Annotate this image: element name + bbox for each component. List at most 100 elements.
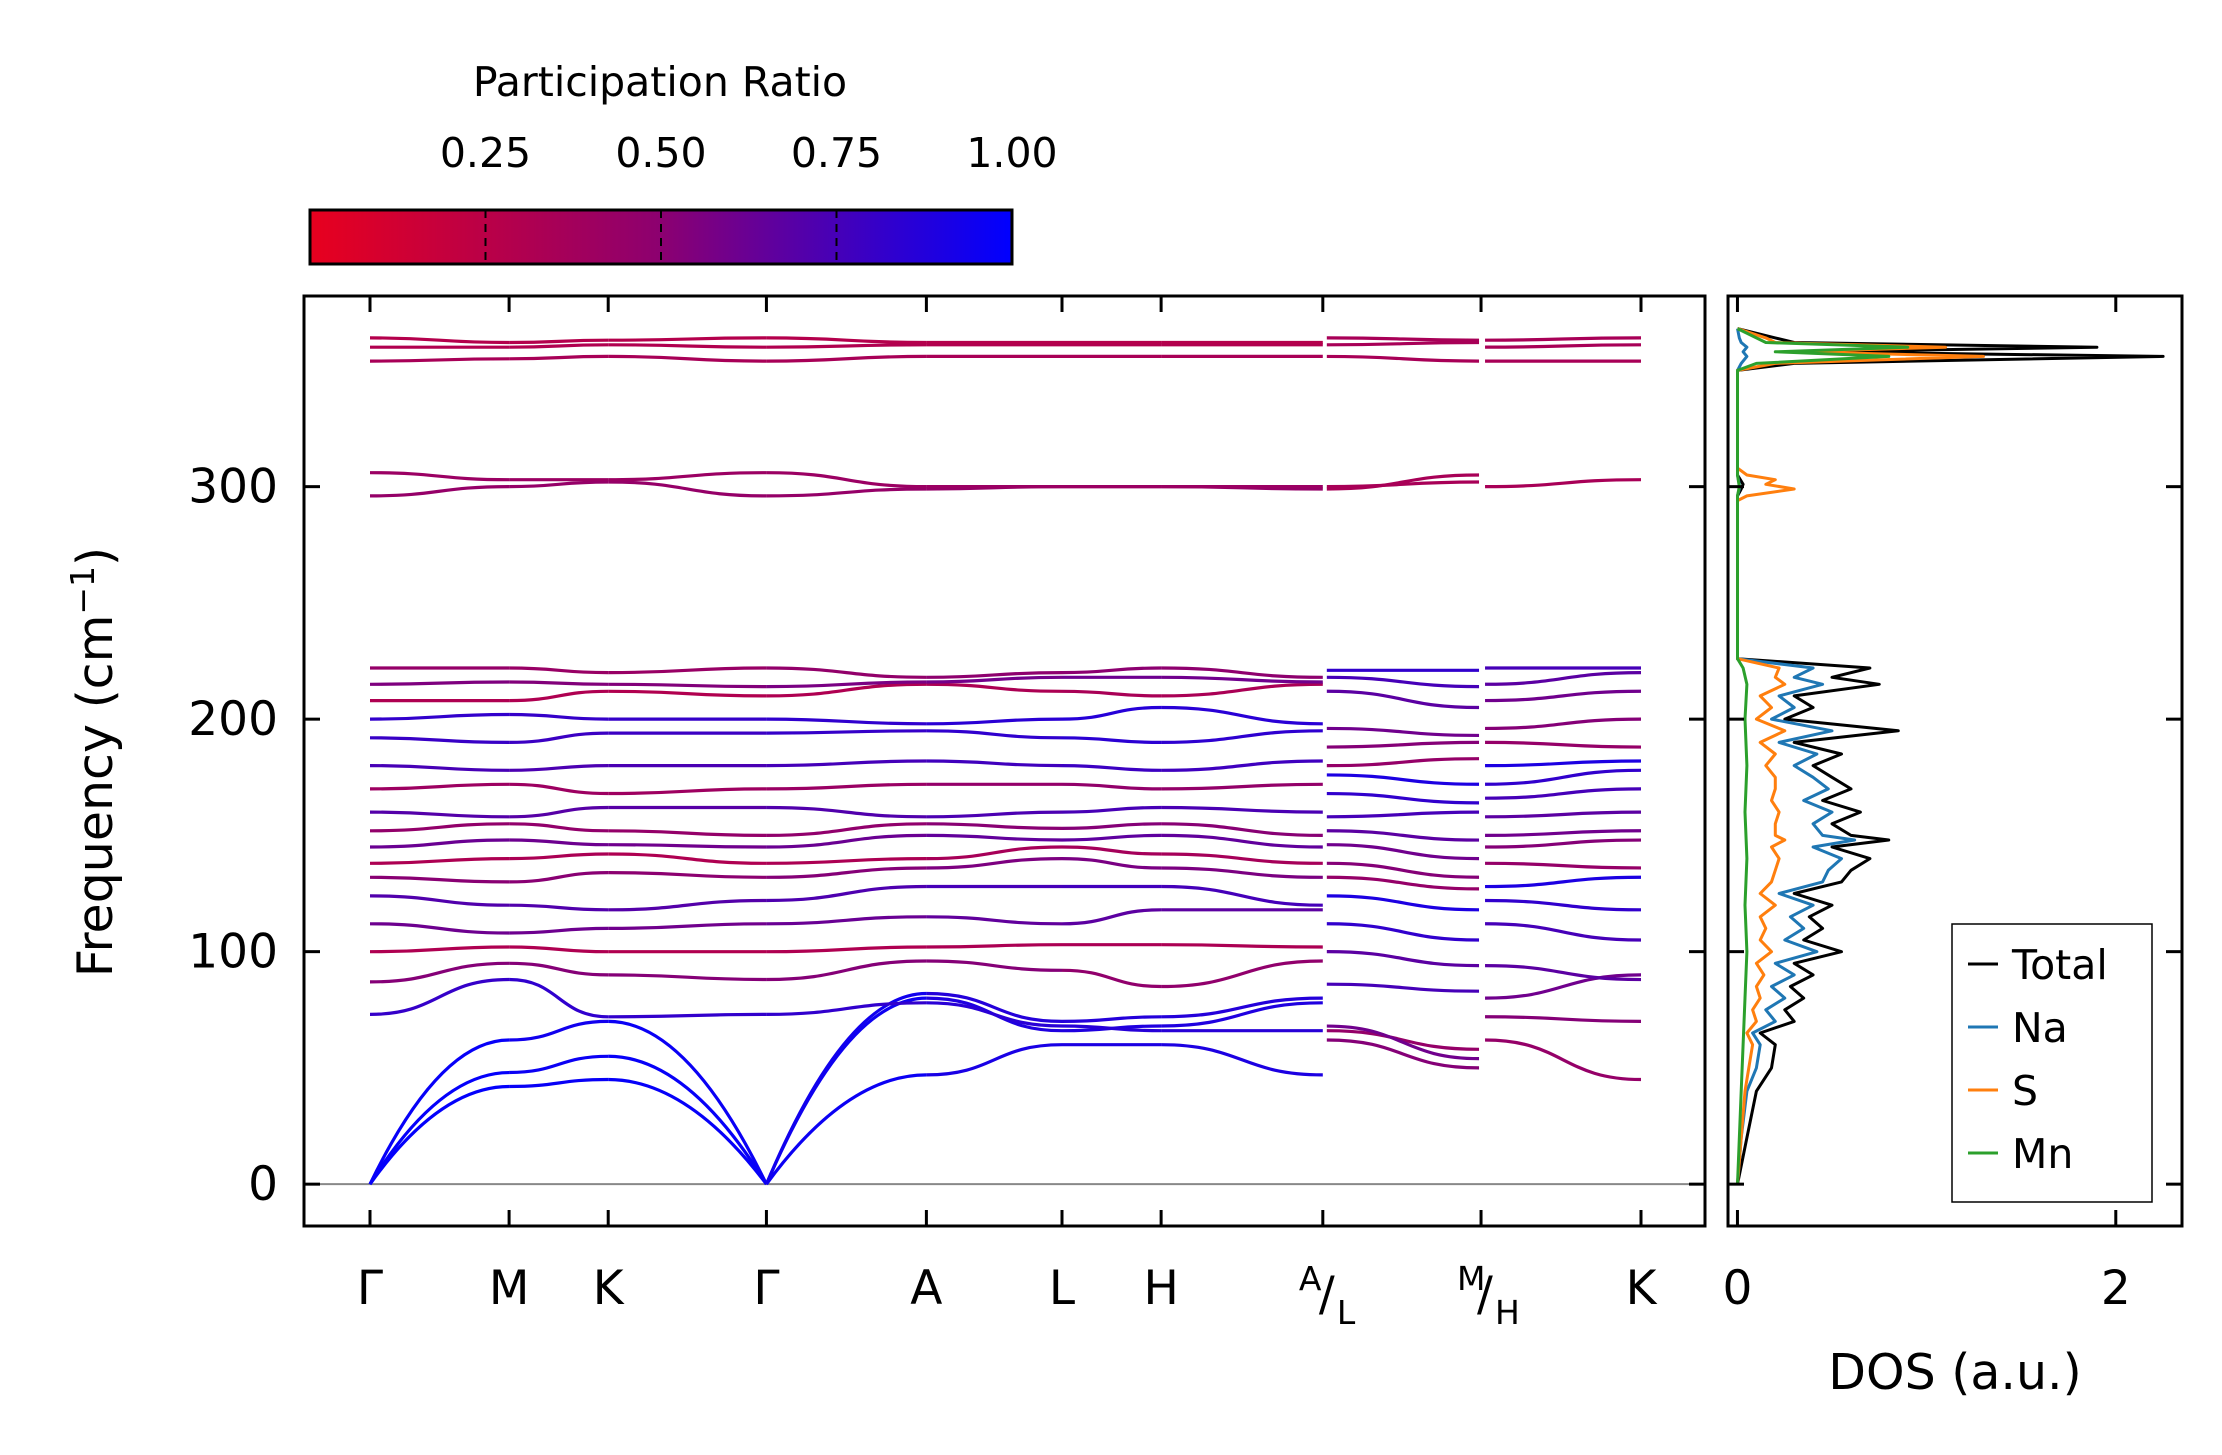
band-segment <box>608 973 767 982</box>
band-segment <box>369 712 510 721</box>
band-acoustic-2 <box>368 996 1323 1185</box>
x-tick-label-bottom: H <box>1495 1293 1520 1332</box>
band-segment <box>926 943 1063 949</box>
band-segment <box>926 717 1063 726</box>
band-segment <box>509 903 609 912</box>
band-segment <box>1326 791 1480 805</box>
band-segment <box>509 338 609 345</box>
band-segment <box>1161 759 1323 772</box>
band-segment <box>766 666 927 679</box>
band-segment <box>1061 857 1162 870</box>
band-segment <box>1161 1043 1323 1077</box>
band-segment <box>766 884 927 903</box>
band-segment <box>1161 959 1323 989</box>
band-segment <box>926 759 1063 768</box>
legend-label-na: Na <box>2012 1004 2068 1052</box>
band-segment <box>1485 829 1642 837</box>
band-segment <box>1326 773 1480 786</box>
band-segment <box>608 666 767 675</box>
band-segment <box>1161 705 1323 726</box>
band-segment <box>1485 343 1642 349</box>
band-segment <box>1326 726 1480 738</box>
legend-label-total: Total <box>2011 941 2108 989</box>
band-segment <box>509 731 609 744</box>
band-segment <box>1061 1024 1162 1033</box>
band-segment <box>1161 805 1323 814</box>
band-segment <box>766 729 927 735</box>
band-segment <box>1485 740 1642 749</box>
band-segment <box>1061 968 1162 989</box>
band-optic-192 <box>369 729 1323 744</box>
colorbar-tick-label: 0.25 <box>440 129 531 177</box>
band-segment <box>1326 354 1480 363</box>
band-segment <box>766 782 927 791</box>
band-segment <box>509 689 609 703</box>
band-segment <box>1326 1038 1480 1070</box>
band-segment <box>369 764 510 772</box>
band-segment <box>608 682 767 689</box>
band-optic-132 <box>369 857 1323 884</box>
band-optic-100 <box>369 943 1323 954</box>
dos-line-s <box>1736 327 1985 1185</box>
band-segment <box>1161 782 1323 791</box>
band-segment <box>1161 884 1323 907</box>
band-segment <box>1061 689 1162 698</box>
colorbar-tick-label: 0.75 <box>791 129 882 177</box>
band-segment <box>509 712 609 721</box>
band-optic-112 <box>369 908 1323 935</box>
band-segment <box>1485 898 1642 912</box>
band-optic-124 <box>369 884 1323 912</box>
band-segment <box>1485 689 1642 703</box>
band-segment <box>766 959 927 982</box>
x-tick-label: H <box>1143 1261 1178 1316</box>
band-segment <box>1485 810 1642 819</box>
band-segment <box>608 480 767 498</box>
band-segment <box>766 945 927 954</box>
band-segment <box>369 810 510 819</box>
band-segment <box>369 782 510 791</box>
band-segment <box>509 838 609 847</box>
band-optic-354 <box>369 354 1323 363</box>
band-segment <box>766 680 927 689</box>
y-tick-label: 0 <box>248 1157 278 1212</box>
band-segment <box>369 977 510 1016</box>
band-segment <box>1161 1001 1323 1028</box>
band-segment <box>1061 845 1162 856</box>
band-segment <box>369 857 510 865</box>
band-segment <box>1161 996 1323 1019</box>
band-segment <box>368 1070 510 1185</box>
band-segment <box>509 680 609 686</box>
band-segment <box>369 736 510 744</box>
band-segment <box>1326 473 1480 491</box>
band-segment <box>369 357 510 363</box>
band-segment <box>1485 861 1642 870</box>
band-segment <box>1326 675 1480 689</box>
band-segment <box>1161 833 1323 849</box>
band-segment <box>926 671 1063 679</box>
band-segment <box>926 675 1063 684</box>
band-segment <box>766 471 927 489</box>
x-tick-label: Γ <box>357 1261 383 1316</box>
band-segment <box>608 1012 767 1019</box>
band-segment <box>926 991 1063 1023</box>
band-segment <box>509 782 609 796</box>
band-segment <box>369 485 510 498</box>
legend-frame <box>1951 923 2153 1203</box>
band-segment <box>608 843 767 849</box>
dos-line-mn <box>1736 327 1910 1185</box>
band-segment <box>766 1001 927 1016</box>
band-segment <box>1485 768 1642 786</box>
dos-y-ticks <box>1728 485 2182 1186</box>
band-optic-160 <box>369 805 1323 819</box>
legend-label-s: S <box>2012 1067 2038 1115</box>
dos-line-total <box>1736 327 2165 1185</box>
x-tick-label: M <box>489 1261 530 1316</box>
band-segment <box>608 471 767 482</box>
x-tick-label-top: M <box>1457 1259 1485 1298</box>
dos-lines <box>1736 327 2165 1185</box>
band-segment <box>926 959 1063 972</box>
band-segment <box>766 833 927 849</box>
